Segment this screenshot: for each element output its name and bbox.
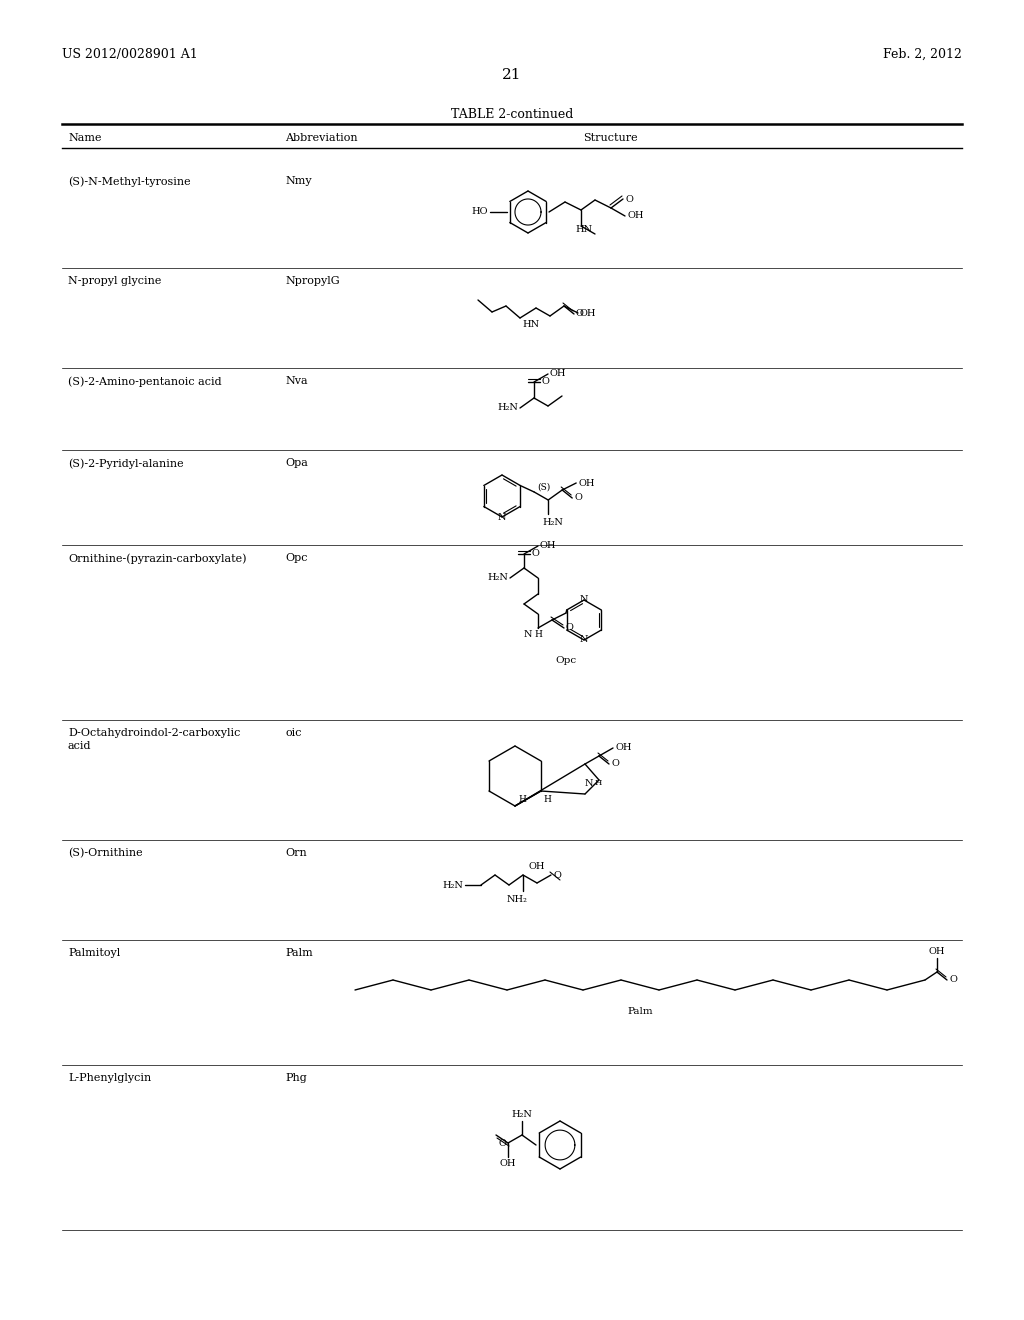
Text: Palm: Palm [285,948,312,958]
Text: TABLE 2-continued: TABLE 2-continued [451,108,573,121]
Text: OH: OH [615,743,632,752]
Text: N: N [498,512,506,521]
Text: NH₂: NH₂ [507,895,527,904]
Text: oic: oic [285,729,301,738]
Text: Palmitoyl: Palmitoyl [68,948,120,958]
Text: OH: OH [627,211,643,220]
Text: OH: OH [579,479,595,487]
Text: H₂N: H₂N [442,880,463,890]
Text: N: N [585,779,593,788]
Text: Structure: Structure [583,133,637,143]
Text: Opc: Opc [555,656,577,665]
Text: Palm: Palm [627,1007,653,1016]
Text: OH: OH [540,541,556,550]
Text: Phg: Phg [285,1073,307,1082]
Text: O: O [566,623,573,632]
Text: OH: OH [929,946,945,956]
Text: (S)-N-Methyl-tyrosine: (S)-N-Methyl-tyrosine [68,176,190,186]
Text: (S)-2-Amino-pentanoic acid: (S)-2-Amino-pentanoic acid [68,376,221,387]
Text: acid: acid [68,741,91,751]
Text: Name: Name [68,133,101,143]
Text: HN: HN [522,319,539,329]
Text: OH: OH [500,1159,516,1168]
Text: O: O [553,870,561,879]
Text: H: H [534,630,542,639]
Text: Nva: Nva [285,376,307,385]
Text: N: N [580,595,588,605]
Text: (S)-2-Pyridyl-alanine: (S)-2-Pyridyl-alanine [68,458,183,469]
Text: OH: OH [580,309,597,318]
Text: O: O [949,975,956,985]
Text: NpropylG: NpropylG [285,276,340,286]
Text: O: O [542,376,550,385]
Text: Opa: Opa [285,458,308,469]
Text: OH: OH [528,862,545,871]
Text: (S)-Ornithine: (S)-Ornithine [68,847,142,858]
Text: H₂N: H₂N [497,404,518,412]
Text: US 2012/0028901 A1: US 2012/0028901 A1 [62,48,198,61]
Text: L-Phenylglycin: L-Phenylglycin [68,1073,152,1082]
Text: N: N [523,630,532,639]
Text: Orn: Orn [285,847,307,858]
Text: O: O [498,1138,506,1147]
Text: Feb. 2, 2012: Feb. 2, 2012 [883,48,962,61]
Text: HO: HO [471,207,488,216]
Text: 21: 21 [502,69,522,82]
Text: Abbreviation: Abbreviation [285,133,357,143]
Text: O: O [625,194,633,203]
Text: H₂N: H₂N [512,1110,532,1119]
Text: H: H [518,795,526,804]
Text: (S): (S) [538,483,551,492]
Text: HN: HN [575,226,592,235]
Text: H: H [595,779,602,787]
Text: Opc: Opc [285,553,307,564]
Text: O: O [574,494,582,503]
Text: O: O [611,759,618,768]
Text: D-Octahydroindol-2-carboxylic: D-Octahydroindol-2-carboxylic [68,729,241,738]
Text: H₂N: H₂N [542,517,563,527]
Text: O: O [575,309,584,318]
Text: Nmy: Nmy [285,176,311,186]
Text: N-propyl glycine: N-propyl glycine [68,276,162,286]
Text: O: O [532,549,540,557]
Text: H: H [543,795,551,804]
Text: Ornithine-(pyrazin-carboxylate): Ornithine-(pyrazin-carboxylate) [68,553,247,564]
Text: OH: OH [550,370,566,379]
Text: N: N [580,635,588,644]
Text: H₂N: H₂N [487,573,508,582]
